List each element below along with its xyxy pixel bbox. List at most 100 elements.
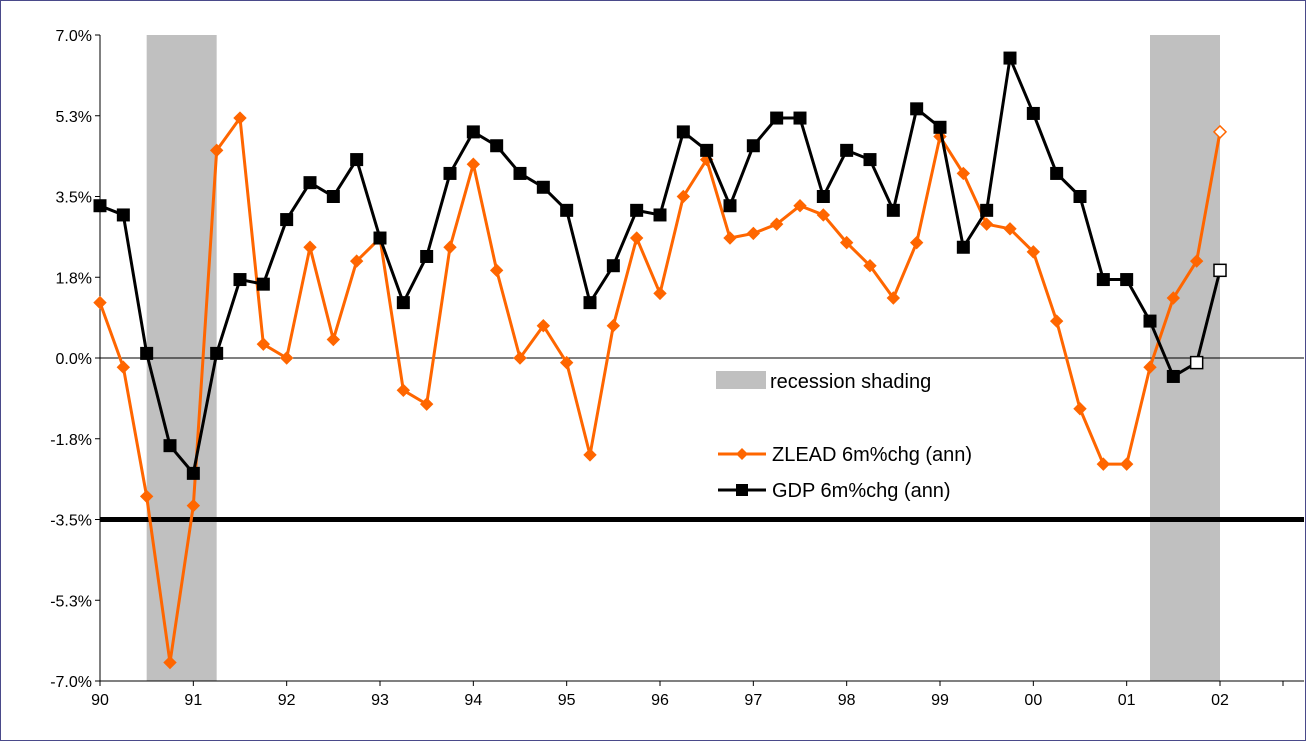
legend-zlead-label: ZLEAD 6m%chg (ann) [772,444,972,466]
y-tick-label: 0.0% [56,351,92,368]
zlead-point [419,397,434,411]
zlead-point [1073,402,1087,416]
zlead-point [163,655,177,670]
y-tick-label: 3.5% [56,190,92,207]
gdp-point [840,143,854,157]
gdp-point [793,111,807,125]
zlead-point [186,498,201,513]
zlead-point [1049,314,1064,328]
legend-gdp-marker [736,484,748,496]
gdp-point [1143,314,1157,328]
gdp-point [1213,263,1227,278]
x-tick-label: 01 [1118,692,1136,709]
gdp-point [956,240,970,254]
gdp-point [326,190,340,203]
gdp-point [140,346,154,360]
gdp-point [606,259,620,273]
zlead-point [256,337,271,351]
gdp-point [490,139,504,153]
gdp-line [99,56,1222,475]
zlead-point [536,318,551,333]
zlead-point [1166,291,1181,305]
axes: 7.0% 5.3% 3.5% 1.8% 0.0% -1.8% -3.5% -5.3% -7.0%… [50,28,1304,709]
legend: recession shading ZLEAD 6m%chg (ann) GDP… [716,371,972,502]
gdp-point [723,199,737,213]
gdp-point [910,102,924,116]
zlead-point [1003,222,1017,236]
zlead-point [93,295,107,310]
x-tick-label: 92 [278,692,296,709]
gdp-point [583,296,597,310]
zlead-point [909,235,924,250]
gdp-point [116,208,130,222]
x-tick-label: 97 [744,692,762,709]
zlead-point [303,240,317,254]
gdp-point [1166,369,1180,383]
gdp-point [536,180,550,194]
zlead-point [979,217,994,231]
gdp-point [420,249,434,263]
gdp-point [1120,273,1134,287]
zlead-point [816,208,831,222]
zlead-point [839,235,854,250]
gdp-point [980,203,994,217]
x-tick-label: 96 [651,692,669,709]
zlead-point [583,448,597,462]
zlead-point [559,355,574,370]
gdp-point [233,273,247,287]
y-tick-label: 1.8% [56,270,92,287]
zlead-point [793,199,807,213]
gdp-point [186,466,200,480]
zlead-point [139,489,154,504]
gdp-point [1050,166,1064,180]
gdp-point [350,153,364,167]
x-tick-label: 00 [1024,692,1042,709]
zlead-point [1189,254,1204,268]
zlead-point [209,143,224,158]
zlead-point [653,286,667,301]
series-layer [93,51,1228,670]
legend-zlead-marker [736,448,748,460]
gdp-point [443,166,457,180]
y-tick-label: -3.5% [50,513,92,530]
gdp-point [653,208,667,222]
gdp-point [770,111,784,125]
y-tick-label: -5.3% [50,593,92,610]
zlead-point [1026,245,1041,259]
zlead-point [629,231,644,245]
gdp-point [676,125,690,139]
x-tick-label: 99 [931,692,949,709]
y-tick-label: -7.0% [50,674,92,691]
gdp-point [1073,190,1087,203]
y-tick-label: 5.3% [56,109,92,126]
gdp-point [466,125,480,139]
gdp-point [1026,106,1040,120]
y-tick-label: 7.0% [56,28,92,45]
gdp-point [1189,355,1204,370]
zlead-point [1212,124,1228,139]
zlead-point [349,254,364,268]
gdp-point [560,203,574,217]
x-tick-label: 90 [91,692,109,709]
zlead-point [1119,457,1134,471]
y-tick-label: -1.8% [50,432,92,449]
zlead-point [233,111,247,125]
zlead-line [98,116,1222,665]
zlead-point [489,263,504,278]
gdp-point [746,139,760,153]
gdp-point [303,176,317,190]
gdp-point [886,203,900,217]
zlead-point [326,332,341,347]
gdp-point [280,213,294,227]
gdp-point [163,439,177,453]
zlead-point [1143,360,1157,374]
gdp-point [256,277,270,291]
gdp-point [630,203,644,217]
gdp-point [93,199,107,213]
zlead-point [886,291,901,305]
zlead-point [279,351,294,365]
x-tick-label: 95 [558,692,576,709]
zlead-point [606,318,621,333]
x-tick-label: 02 [1211,692,1229,709]
